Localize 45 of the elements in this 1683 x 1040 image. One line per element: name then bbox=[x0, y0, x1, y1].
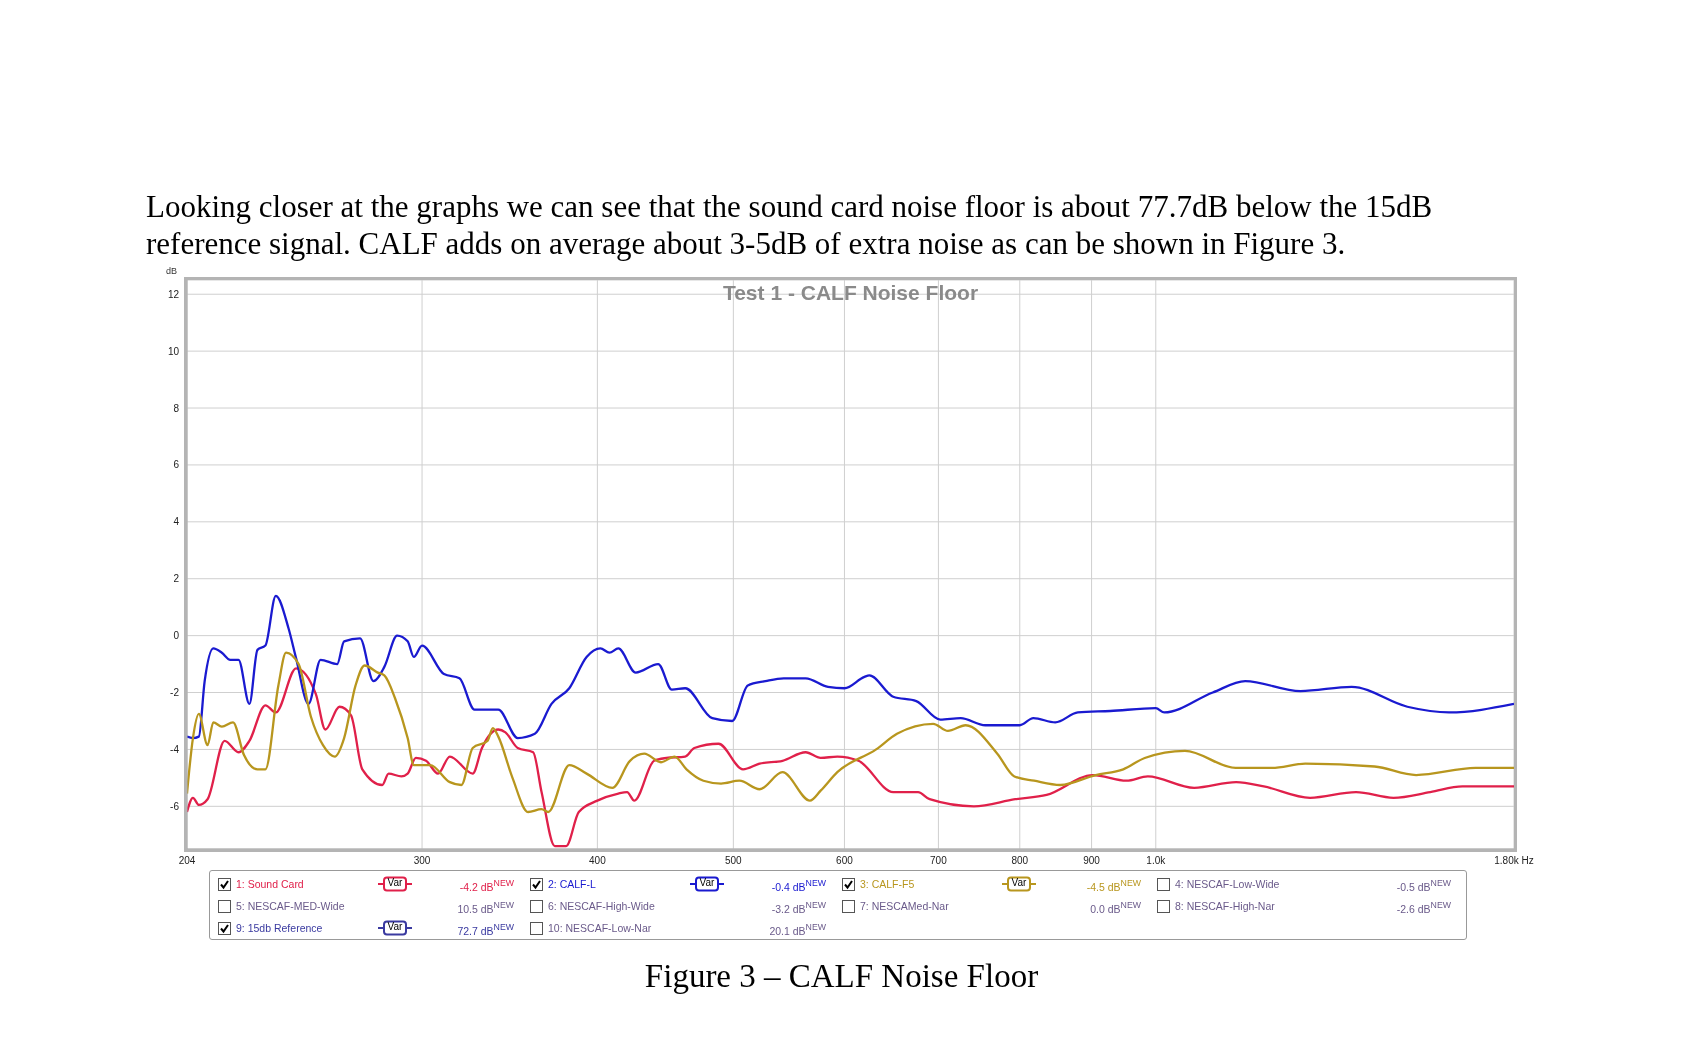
text: 20.1 dB$^{NEW}$ bbox=[769, 922, 826, 937]
y-tick-label: -2 bbox=[170, 687, 180, 699]
y-tick-label: 4 bbox=[173, 516, 180, 528]
x-tick-label: 700 bbox=[930, 855, 948, 867]
text: 3: CALF-F5 bbox=[860, 878, 915, 890]
y-tick-label: 8 bbox=[173, 402, 180, 414]
text: 4: NESCAF-Low-Wide bbox=[1175, 878, 1280, 890]
x-tick-label: 900 bbox=[1083, 855, 1101, 867]
text: 7: NESCAMed-Nar bbox=[860, 900, 949, 912]
x-tick-label: 600 bbox=[836, 855, 854, 867]
x-tick-label: 500 bbox=[725, 855, 743, 867]
text: reference signal. CALF adds on average about 3-5dB of extra noise as can be shown in Figure 3. bbox=[146, 225, 1347, 262]
y-tick-label: 2 bbox=[173, 573, 180, 585]
x-tick-label: 400 bbox=[589, 855, 607, 867]
text: 2: CALF-L bbox=[548, 878, 596, 890]
text: -2.6 dB$^{NEW}$ bbox=[1396, 900, 1451, 915]
x-tick-label: 1.80k Hz bbox=[1494, 855, 1534, 867]
y-tick-label: 10 bbox=[167, 345, 180, 357]
y-tick-label: 0 bbox=[173, 630, 180, 642]
y-tick-label: -6 bbox=[170, 800, 180, 812]
y-tick-label: 6 bbox=[173, 459, 180, 471]
text: 1: Sound Card bbox=[236, 878, 304, 890]
chart-title: Test 1 - CALF Noise Floor bbox=[721, 281, 980, 305]
y-axis-title: dB bbox=[166, 266, 178, 276]
text: -3.2 dB$^{NEW}$ bbox=[771, 900, 826, 915]
x-tick-label: 800 bbox=[1011, 855, 1029, 867]
text: 0.0 dB$^{NEW}$ bbox=[1090, 900, 1141, 915]
y-tick-label: 12 bbox=[167, 288, 180, 300]
x-tick-label: 204 bbox=[178, 855, 196, 867]
text: 10.5 dB$^{NEW}$ bbox=[457, 900, 514, 915]
text: -0.4 dB$^{NEW}$ bbox=[771, 878, 826, 893]
text: 8: NESCAF-High-Nar bbox=[1175, 900, 1275, 912]
text: 72.7 dB$^{NEW}$ bbox=[457, 922, 514, 937]
caption: Figure 3 – CALF Noise Floor bbox=[643, 958, 1040, 995]
text: Looking closer at the graphs we can see that the sound card noise floor is about 77.7dB below the 15dB bbox=[146, 188, 1433, 225]
text: 9: 15db Reference bbox=[236, 922, 323, 934]
y-tick-label: -4 bbox=[170, 743, 180, 755]
text: 6: NESCAF-High-Wide bbox=[548, 900, 655, 912]
text: -0.5 dB$^{NEW}$ bbox=[1396, 878, 1451, 893]
text: 5: NESCAF-MED-Wide bbox=[236, 900, 345, 912]
text: -4.2 dB$^{NEW}$ bbox=[459, 878, 514, 893]
x-tick-label: 300 bbox=[413, 855, 431, 867]
x-tick-label: 1.0k bbox=[1146, 855, 1167, 867]
text: 10: NESCAF-Low-Nar bbox=[548, 922, 652, 934]
text: -4.5 dB$^{NEW}$ bbox=[1086, 878, 1141, 893]
